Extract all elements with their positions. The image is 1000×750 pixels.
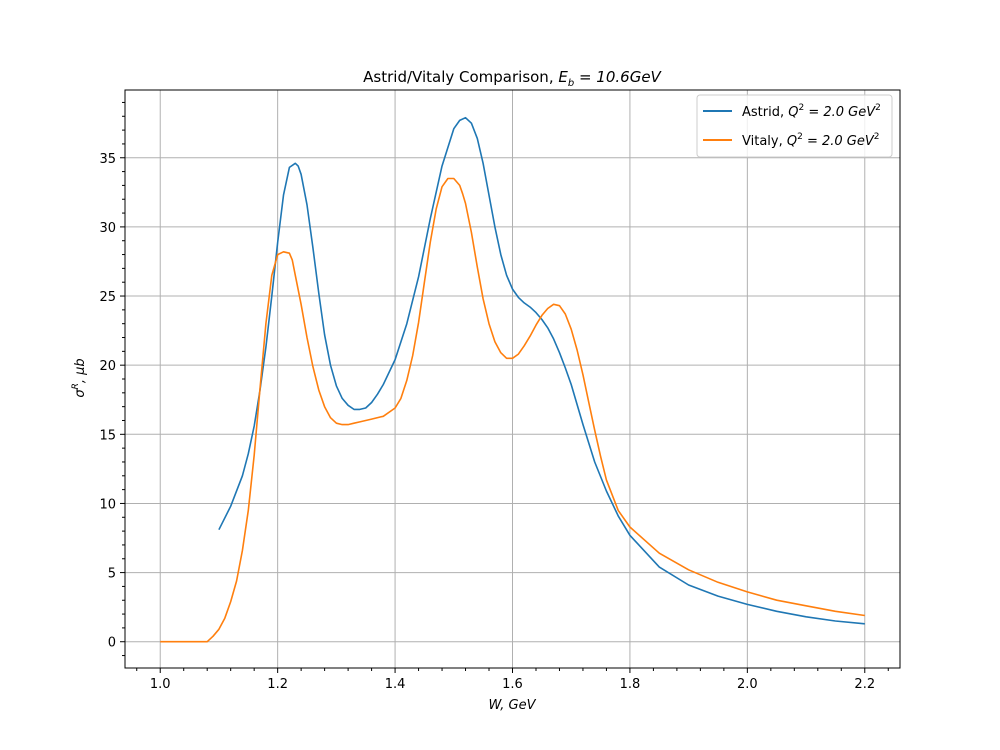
- legend-label-vitaly: Vitaly, Q2 = 2.0 GeV2: [742, 132, 880, 149]
- legend-frame: [696, 94, 893, 158]
- y-tick-label-2: 10: [99, 497, 116, 512]
- x-tick-label-6: 2.2: [854, 677, 875, 692]
- axes: 1.0 1.2 1.4 1.6 1.8 2.0 2.2 0 5 10 15 20 25 30 35: [99, 89, 901, 692]
- y-tick-label-4: 20: [99, 359, 116, 374]
- y-tick-label-0: 0: [108, 636, 116, 651]
- x-axis-label: W, GeV: [488, 698, 536, 713]
- plot-area: [160, 116, 865, 643]
- x-tick-label-1: 1.2: [267, 677, 288, 692]
- chart-title: Astrid/Vitaly Comparison, Eb = 10.6GeV: [363, 68, 662, 89]
- x-tick-label-2: 1.4: [385, 677, 406, 692]
- y-axis-label: σR, μb: [71, 358, 88, 397]
- legend-label-astrid: Astrid, Q2 = 2.0 GeV2: [742, 103, 881, 120]
- grid: [125, 90, 900, 668]
- x-tick-label-3: 1.6: [502, 677, 523, 692]
- y-tick-label-5: 25: [99, 290, 116, 305]
- y-tick-label-7: 35: [99, 152, 116, 167]
- x-tick-label-4: 1.8: [620, 677, 641, 692]
- x-tick-label-0: 1.0: [150, 677, 171, 692]
- series-line-0: [218, 116, 865, 625]
- legend: Astrid, Q2 = 2.0 GeV2 Vitaly, Q2 = 2.0 G…: [696, 94, 893, 158]
- y-tick-label-6: 30: [99, 221, 116, 236]
- series-line-1: [160, 177, 865, 643]
- x-tick-label-5: 2.0: [737, 677, 758, 692]
- y-tick-label-1: 5: [108, 567, 116, 582]
- y-tick-label-3: 15: [99, 428, 116, 443]
